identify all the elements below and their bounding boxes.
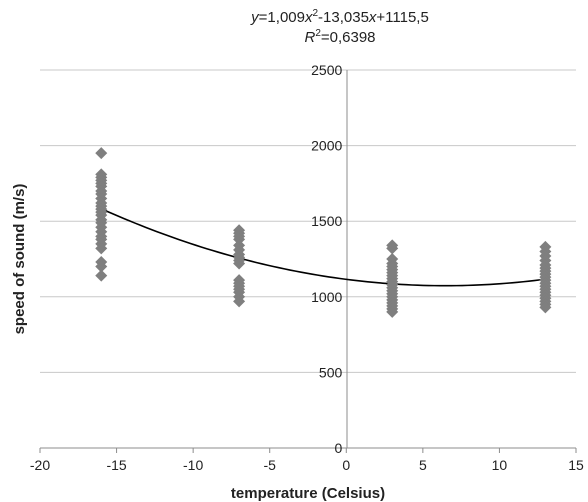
y-tick-label: 500 xyxy=(319,364,343,380)
x-tick-label: 0 xyxy=(342,457,350,473)
gridlines xyxy=(40,69,576,373)
data-point xyxy=(95,242,108,255)
x-tick-label: -5 xyxy=(263,457,276,473)
trendline-equation: y=1,009x2-13,035x+1115,5 xyxy=(251,8,429,27)
x-tick-label: 10 xyxy=(492,457,508,473)
x-tick-label: -15 xyxy=(106,457,126,473)
data-point xyxy=(233,295,246,308)
r-squared-label: R2=0,6398 xyxy=(304,28,376,47)
x-tick-labels: -20 -15 -10 -5 0 5 10 15 xyxy=(30,448,584,473)
x-tick-label: 15 xyxy=(568,457,584,473)
data-point xyxy=(386,242,399,255)
y-axis-title: speed of sound (m/s) xyxy=(11,184,28,335)
data-point xyxy=(95,269,108,282)
x-tick-label: -20 xyxy=(30,457,50,473)
data-point xyxy=(233,233,246,246)
y-tick-label: 2000 xyxy=(311,138,342,154)
data-point xyxy=(539,301,552,314)
y-tick-label: 1000 xyxy=(311,289,342,305)
x-tick-label: -10 xyxy=(183,457,203,473)
y-tick-label: 1500 xyxy=(311,213,342,229)
y-tick-label: 2500 xyxy=(311,62,342,78)
y-tick-labels: 0 500 1000 1500 2000 2500 xyxy=(311,62,342,456)
data-point xyxy=(95,147,108,160)
x-axis-title: temperature (Celsius) xyxy=(231,485,385,502)
data-point xyxy=(386,305,399,318)
data-point xyxy=(95,260,108,273)
data-points xyxy=(95,147,552,318)
x-tick-label: 5 xyxy=(419,457,427,473)
trendline xyxy=(100,208,546,287)
y-tick-label: 0 xyxy=(334,440,342,456)
data-point xyxy=(233,257,246,270)
